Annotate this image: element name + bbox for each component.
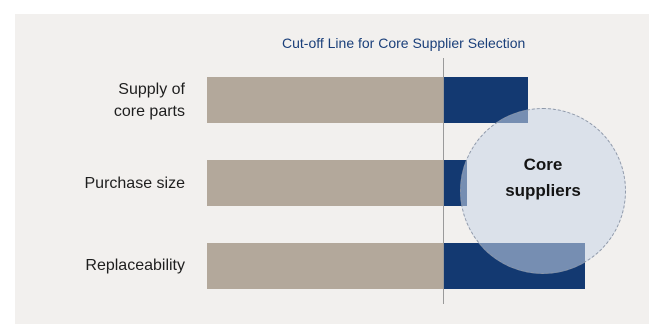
row-label-supply-core-parts: Supply of core parts bbox=[114, 79, 185, 123]
core-suppliers-label: Core suppliers bbox=[460, 152, 626, 204]
bubble-label-line: suppliers bbox=[505, 181, 581, 200]
base-bar-replaceability bbox=[207, 243, 443, 289]
base-bar-purchase-size bbox=[207, 160, 443, 206]
bubble-label-line: Core bbox=[523, 155, 563, 174]
row-label-line: Replaceability bbox=[85, 257, 185, 274]
base-bar-supply-core-parts bbox=[207, 77, 443, 123]
row-label-purchase-size: Purchase size bbox=[85, 173, 186, 195]
core-suppliers-bubble bbox=[460, 108, 626, 274]
row-label-line: Purchase size bbox=[84, 175, 186, 192]
cutoff-title: Cut-off Line for Core Supplier Selection bbox=[282, 35, 526, 51]
row-label-line: core parts bbox=[113, 103, 185, 120]
row-label-line: Supply of bbox=[118, 81, 185, 98]
cutoff-line bbox=[443, 58, 444, 304]
row-label-replaceability: Replaceability bbox=[85, 255, 185, 277]
